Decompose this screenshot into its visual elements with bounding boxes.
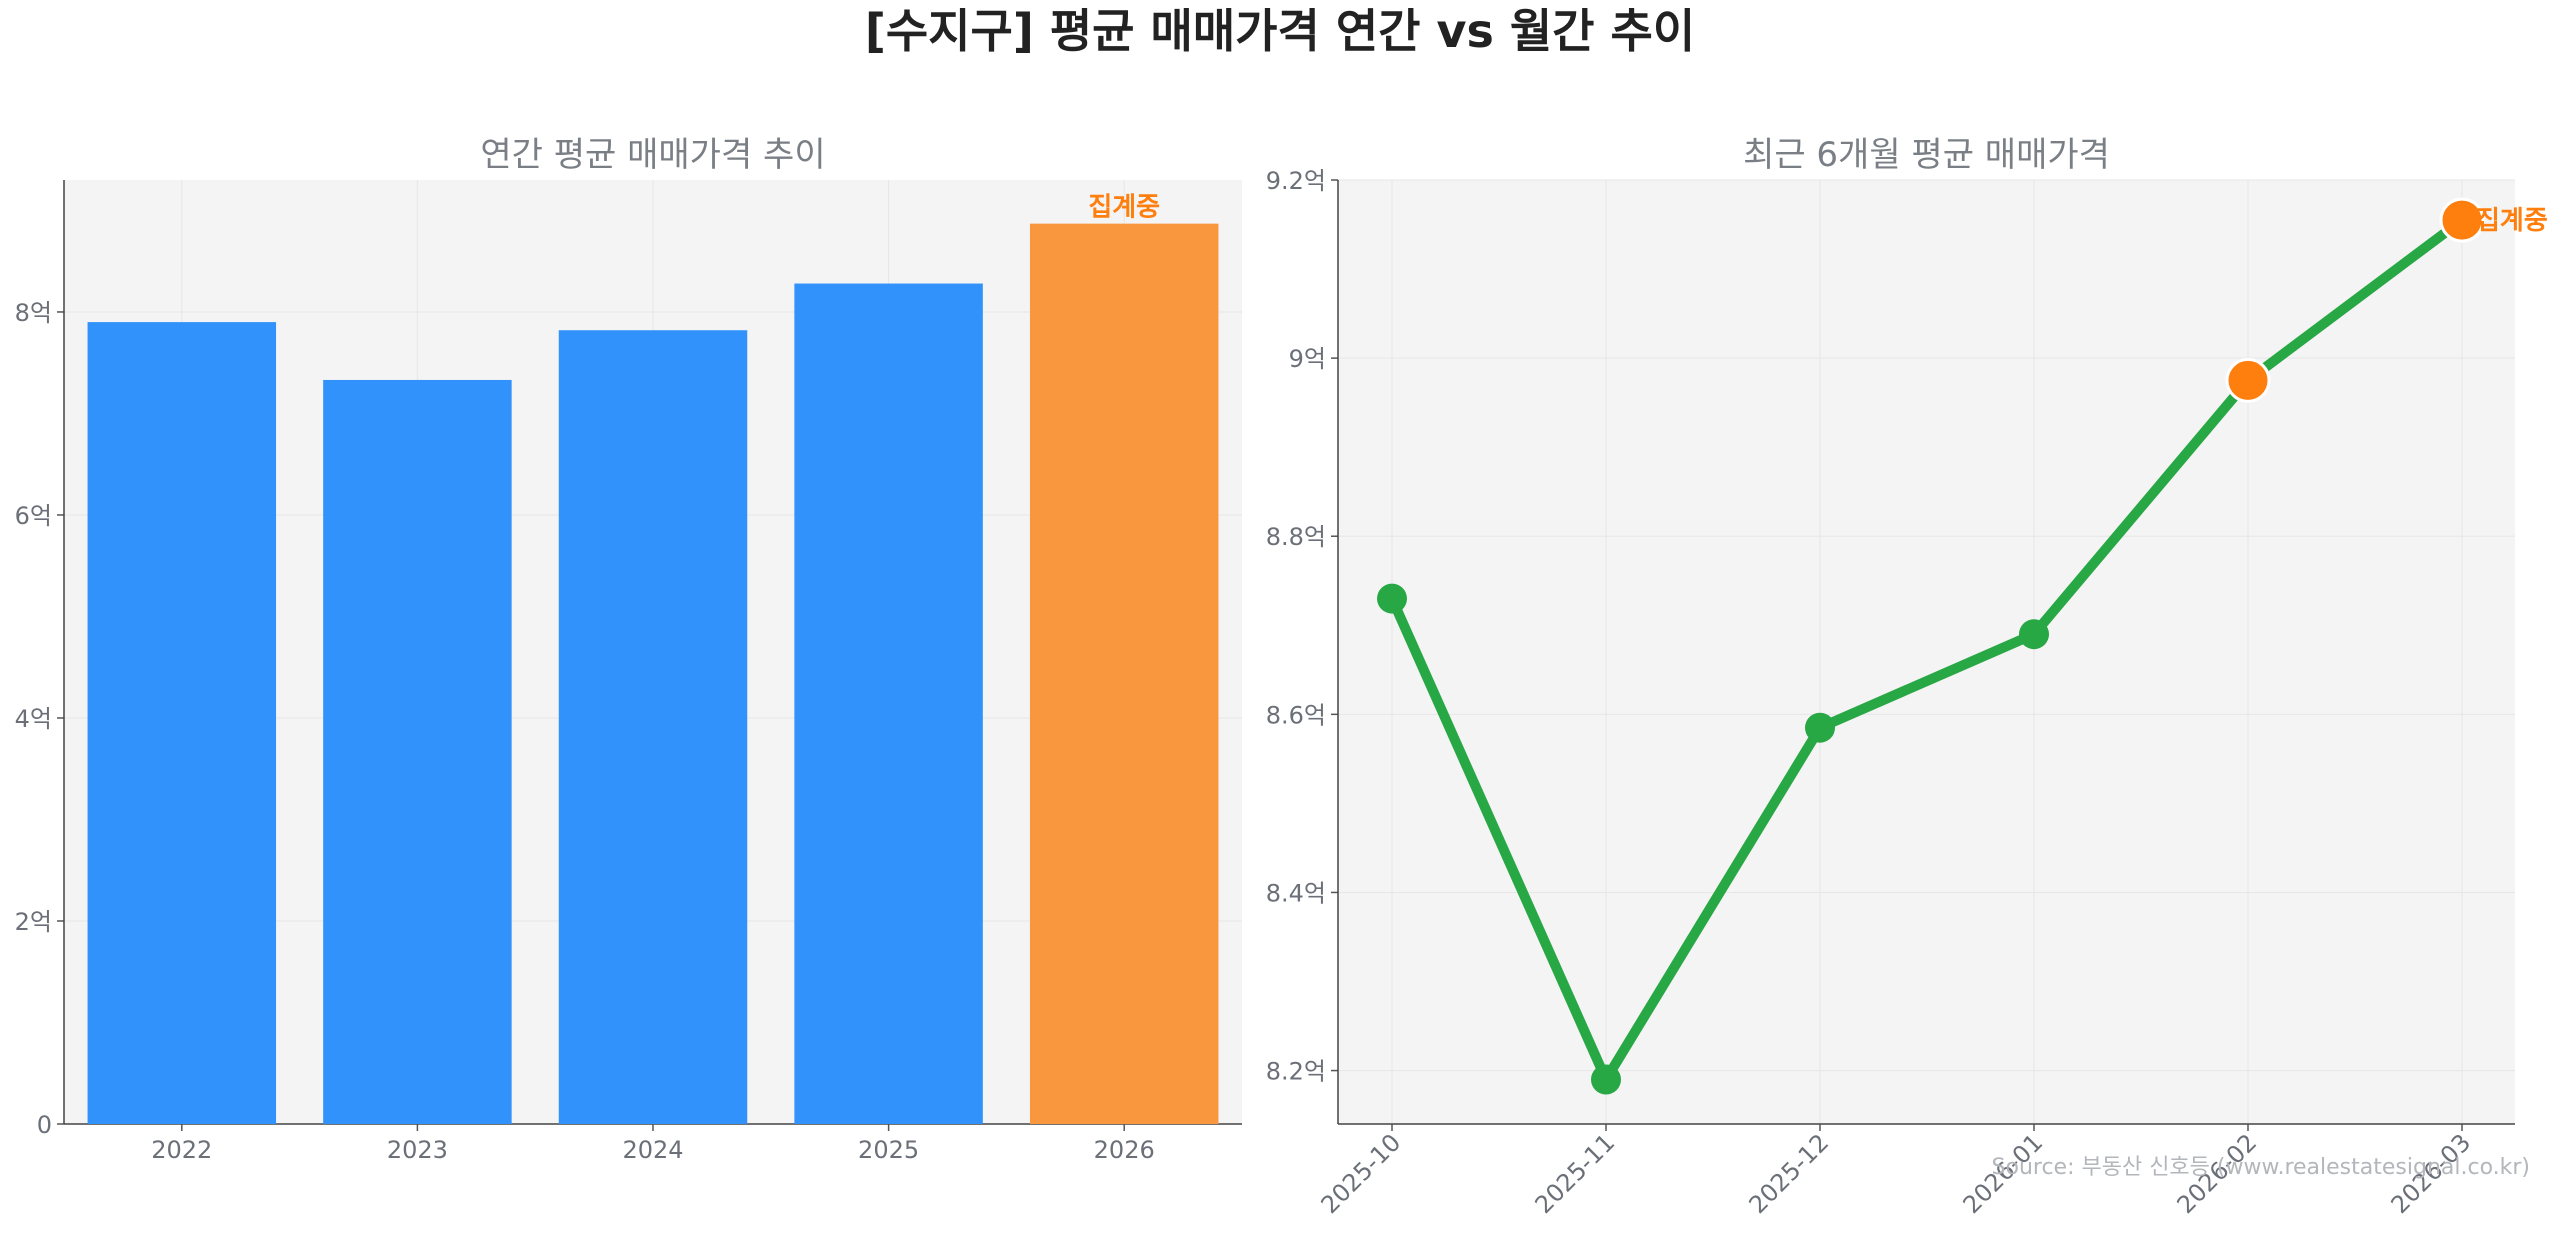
data-point-2025-11: [1591, 1064, 1621, 1095]
y-tick-label: 8.2억: [1266, 1058, 1326, 1086]
data-point-2026-01: [2019, 619, 2049, 650]
figure-title: [수지구] 평균 매매가격 연간 vs 월간 추이: [864, 4, 1696, 58]
bar-2025: [794, 283, 983, 1124]
bar-2026: [1029, 223, 1219, 1124]
x-tick-label: 2024: [622, 1136, 683, 1164]
source-caption: Source: 부동산 신호등 (www.realestatesignal.co…: [1992, 1155, 2530, 1180]
x-tick-label: 2023: [387, 1136, 448, 1164]
bar-2022: [87, 322, 277, 1124]
line-chart-title: 최근 6개월 평균 매매가격: [1743, 135, 2110, 175]
x-tick-label: 2025-10: [1316, 1128, 1407, 1219]
x-tick-label: 2026: [1094, 1136, 1155, 1164]
y-tick-label: 0: [37, 1111, 52, 1139]
y-tick-label: 8.6억: [1266, 701, 1326, 729]
data-point-2026-02: [2225, 357, 2271, 403]
annual-bar-chart: 0 2억 4억 6억 8억 2022 2023 2024 2025 2026 집계중 연간 평균 매매…: [15, 135, 1242, 1164]
y-tick-label: 4억: [15, 705, 52, 733]
y-tick-label: 8억: [15, 299, 52, 327]
y-tick-label: 9억: [1289, 345, 1326, 373]
x-tick-label: 2022: [151, 1136, 212, 1164]
x-tick-label: 2025-12: [1744, 1128, 1835, 1219]
plot-background: [1338, 180, 2515, 1124]
in-progress-annotation: 집계중: [2476, 206, 2548, 236]
data-point-2025-10: [1377, 583, 1407, 614]
bar-2024: [558, 330, 748, 1124]
monthly-line-chart: 8.2억 8.4억 8.6억 8.8억 9억 9.2억 2025-10 2025-11 2025…: [1266, 135, 2548, 1219]
x-tick-label: 2025-11: [1530, 1128, 1621, 1219]
y-tick-label: 8.4억: [1266, 879, 1326, 907]
y-tick-label: 2억: [15, 908, 52, 936]
y-tick-label: 6억: [15, 502, 52, 530]
data-point-2025-12: [1805, 712, 1835, 743]
in-progress-annotation: 집계중: [1088, 193, 1160, 223]
price-line: [1387, 215, 2467, 1085]
y-tick-label: 9.2억: [1266, 167, 1326, 195]
bar-chart-title: 연간 평균 매매가격 추이: [480, 135, 825, 175]
bar-2023: [323, 379, 512, 1124]
y-tick-label: 8.8억: [1266, 523, 1326, 551]
x-tick-label: 2025: [858, 1136, 919, 1164]
data-point-2026-03: [2439, 197, 2485, 243]
